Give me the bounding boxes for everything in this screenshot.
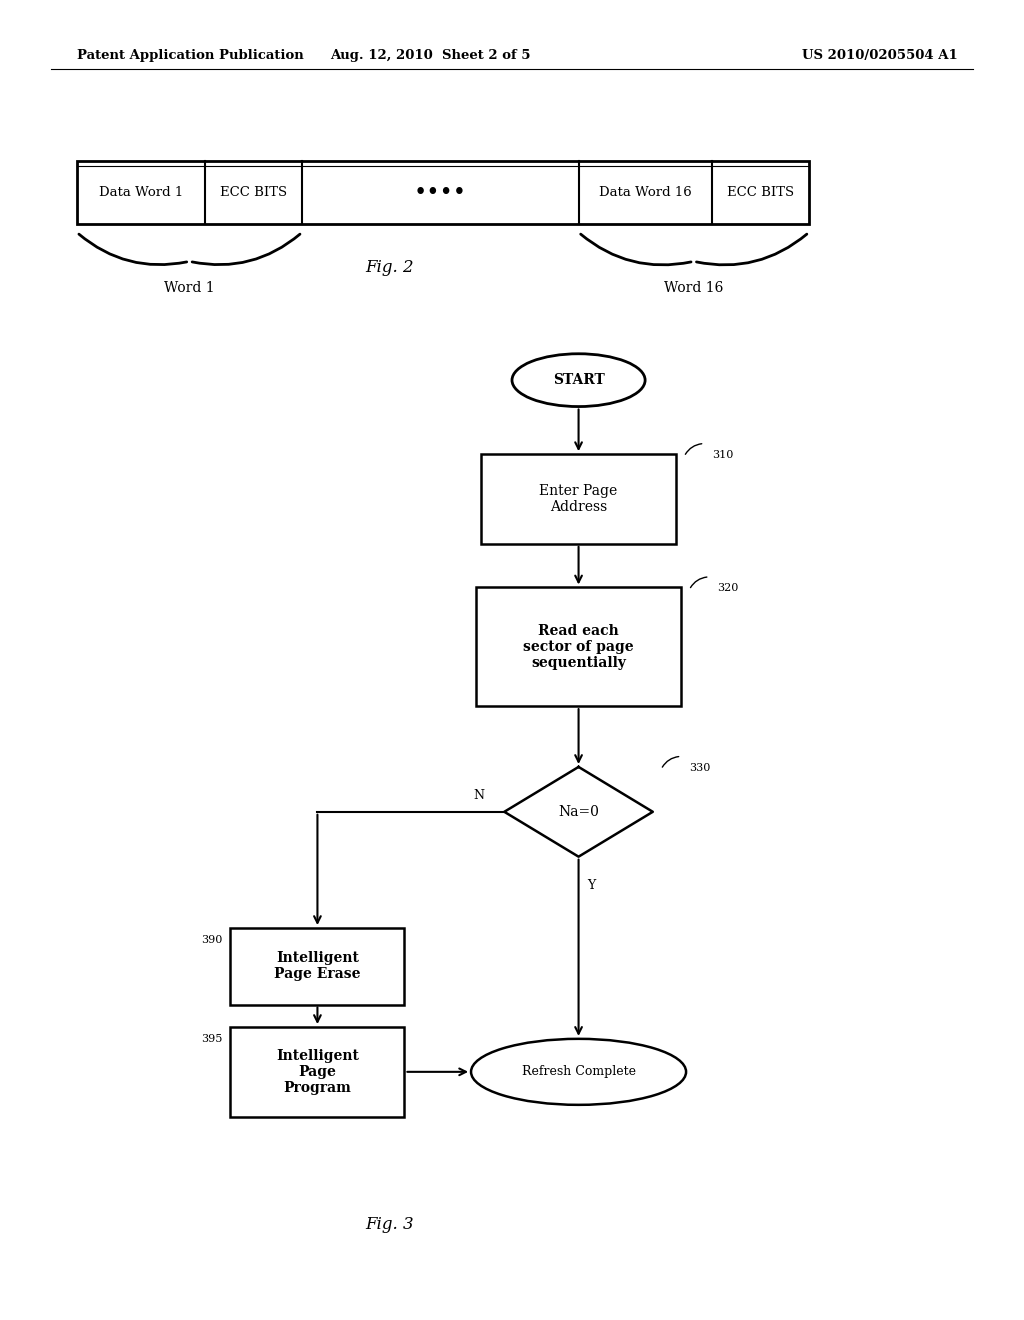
Text: Fig. 3: Fig. 3 (365, 1217, 414, 1233)
Text: 310: 310 (712, 450, 733, 461)
Text: Aug. 12, 2010  Sheet 2 of 5: Aug. 12, 2010 Sheet 2 of 5 (330, 49, 530, 62)
Text: Enter Page
Address: Enter Page Address (540, 484, 617, 513)
Text: Y: Y (587, 879, 595, 892)
Text: 320: 320 (717, 583, 738, 594)
Text: US 2010/0205504 A1: US 2010/0205504 A1 (802, 49, 957, 62)
Text: Data Word 16: Data Word 16 (599, 186, 691, 199)
Text: Patent Application Publication: Patent Application Publication (77, 49, 303, 62)
Text: Refresh Complete: Refresh Complete (521, 1065, 636, 1078)
Text: 330: 330 (688, 763, 710, 774)
Ellipse shape (471, 1039, 686, 1105)
Polygon shape (504, 767, 653, 857)
Bar (476, 587, 681, 706)
Text: Read each
sector of page
sequentially: Read each sector of page sequentially (523, 623, 634, 671)
Text: Intelligent
Page Erase: Intelligent Page Erase (274, 952, 360, 981)
Ellipse shape (512, 354, 645, 407)
Bar (77, 161, 809, 224)
Text: 395: 395 (201, 1034, 222, 1044)
Text: Word 16: Word 16 (665, 281, 723, 296)
Text: START: START (553, 374, 604, 387)
Text: 390: 390 (201, 935, 222, 945)
Text: Word 1: Word 1 (164, 281, 215, 296)
Text: Data Word 1: Data Word 1 (98, 186, 183, 199)
Bar (230, 1027, 404, 1117)
Text: Fig. 2: Fig. 2 (365, 260, 414, 276)
Bar (481, 454, 676, 544)
Text: Intelligent
Page
Program: Intelligent Page Program (276, 1048, 358, 1096)
Text: ECC BITS: ECC BITS (727, 186, 794, 199)
Text: ECC BITS: ECC BITS (220, 186, 287, 199)
Text: N: N (473, 789, 484, 803)
Bar (230, 928, 404, 1005)
Text: Na=0: Na=0 (558, 805, 599, 818)
Text: ••••: •••• (414, 182, 467, 203)
